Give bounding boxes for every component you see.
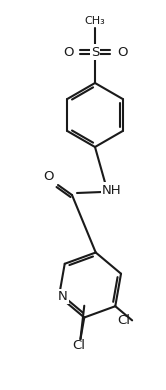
Text: NH: NH	[102, 184, 122, 197]
Text: S: S	[91, 46, 99, 58]
Text: N: N	[58, 290, 68, 303]
Text: CH₃: CH₃	[85, 16, 105, 26]
Text: Cl: Cl	[72, 339, 85, 352]
Text: O: O	[117, 46, 127, 58]
Text: O: O	[63, 46, 73, 58]
Text: Cl: Cl	[118, 314, 131, 327]
Text: O: O	[43, 170, 53, 184]
